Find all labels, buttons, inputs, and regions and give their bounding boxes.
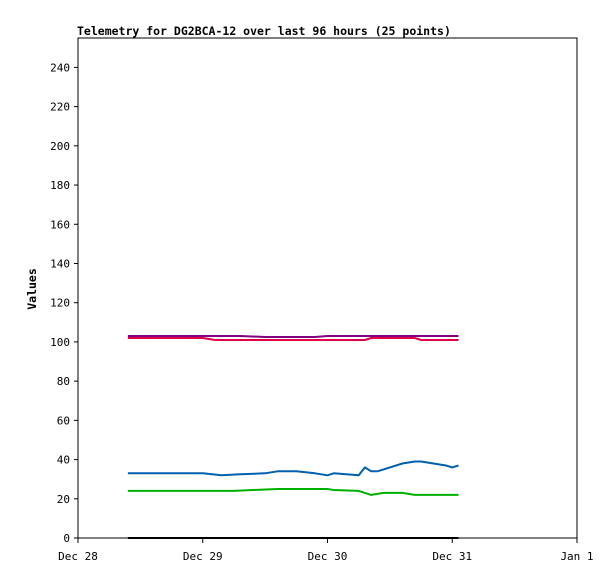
y-tick-label: 0 <box>63 532 70 545</box>
y-tick-label: 100 <box>50 336 70 349</box>
y-tick-label: 120 <box>50 297 70 310</box>
x-tick-label: Dec 28 <box>58 550 98 563</box>
x-tick-label: Dec 30 <box>308 550 348 563</box>
y-tick-label: 220 <box>50 101 70 114</box>
series-line-0 <box>127 335 459 338</box>
y-tick-label: 240 <box>50 61 70 74</box>
y-axis: 0 20 40 60 80 100 120 140 160 180 200 220 240 <box>50 61 78 545</box>
series-layer <box>127 335 459 539</box>
series-line-1 <box>127 337 459 341</box>
y-tick-label: 140 <box>50 257 70 270</box>
y-tick-label: 200 <box>50 140 70 153</box>
x-tick-label: Dec 31 <box>432 550 472 563</box>
chart-title: Telemetry for DG2BCA-12 over last 96 hou… <box>77 24 451 38</box>
y-axis-label: Values <box>25 268 39 310</box>
series-line-2 <box>127 460 459 477</box>
y-tick-label: 160 <box>50 218 70 231</box>
x-tick-label: Jan 1 <box>560 550 593 563</box>
y-tick-label: 20 <box>57 493 70 506</box>
x-axis: Dec 28 Dec 29 Dec 30 Dec 31 Jan 1 <box>58 538 594 563</box>
plot-area <box>77 37 578 539</box>
y-tick-label: 180 <box>50 179 70 192</box>
x-tick-label: Dec 29 <box>183 550 223 563</box>
y-tick-label: 80 <box>57 375 70 388</box>
y-tick-label: 60 <box>57 414 70 427</box>
series-line-3 <box>127 488 459 496</box>
y-tick-label: 40 <box>57 454 70 467</box>
